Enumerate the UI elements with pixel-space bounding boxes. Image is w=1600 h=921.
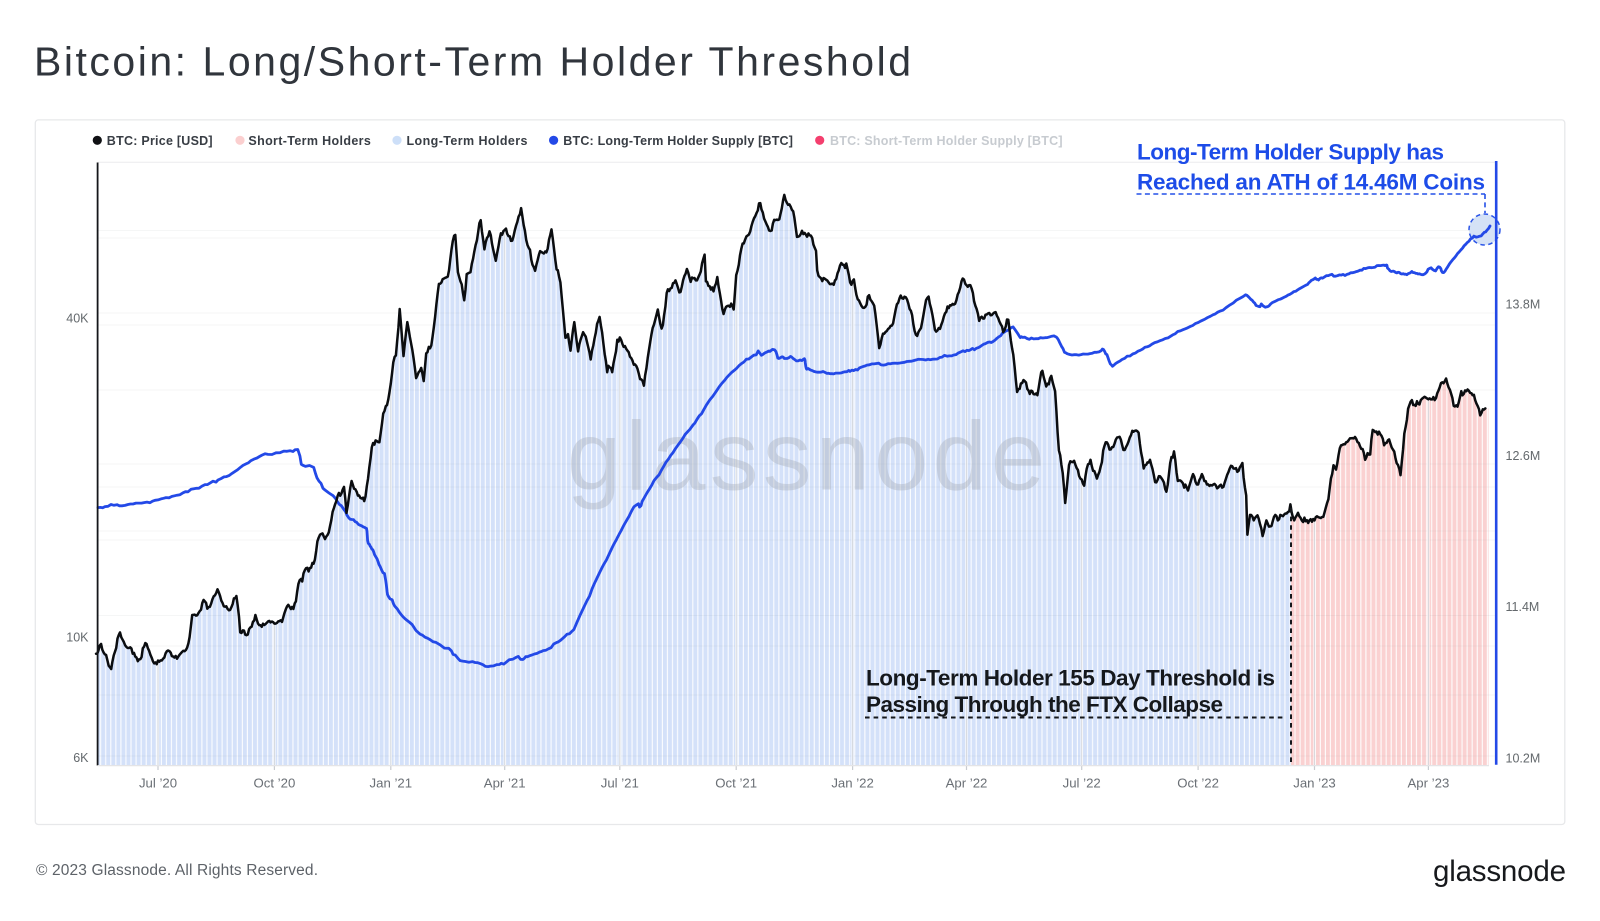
svg-text:© 2023 Glassnode. All Rights R: © 2023 Glassnode. All Rights Reserved. (36, 862, 318, 879)
svg-text:Jan ’23: Jan ’23 (1293, 776, 1336, 791)
svg-text:Reached an ATH of 14.46M Coins: Reached an ATH of 14.46M Coins (1137, 170, 1485, 195)
svg-text:Jan ’22: Jan ’22 (831, 776, 874, 791)
svg-text:Passing Through the FTX Collap: Passing Through the FTX Collapse (866, 692, 1223, 717)
svg-text:Jan ’21: Jan ’21 (370, 776, 413, 791)
svg-text:BTC: Long-Term Holder Supply [: BTC: Long-Term Holder Supply [BTC] (563, 134, 793, 148)
svg-text:10K: 10K (66, 631, 89, 645)
svg-text:Oct ’22: Oct ’22 (1177, 776, 1219, 791)
svg-text:Jul ’20: Jul ’20 (139, 776, 177, 791)
svg-text:Apr ’22: Apr ’22 (946, 776, 988, 791)
svg-text:Apr ’23: Apr ’23 (1408, 776, 1450, 791)
svg-text:6K: 6K (73, 751, 89, 765)
svg-text:Short-Term Holders: Short-Term Holders (248, 134, 370, 148)
svg-text:Apr ’21: Apr ’21 (484, 776, 526, 791)
svg-text:12.6M: 12.6M (1506, 449, 1541, 463)
svg-text:Oct ’21: Oct ’21 (715, 776, 757, 791)
svg-text:11.4M: 11.4M (1506, 600, 1540, 614)
svg-text:Bitcoin: Long/Short-Term Holde: Bitcoin: Long/Short-Term Holder Threshol… (34, 39, 911, 85)
svg-text:Oct ’20: Oct ’20 (254, 776, 296, 791)
svg-text:BTC: Price [USD]: BTC: Price [USD] (107, 134, 213, 148)
svg-text:Long-Term Holder 155 Day Thres: Long-Term Holder 155 Day Threshold is (866, 666, 1275, 691)
svg-text:glassnode: glassnode (567, 402, 1045, 511)
svg-text:Jul ’22: Jul ’22 (1063, 776, 1101, 791)
svg-text:Long-Term Holders: Long-Term Holders (407, 134, 528, 148)
svg-text:13.8M: 13.8M (1506, 298, 1541, 312)
svg-text:40K: 40K (66, 312, 89, 326)
svg-text:glassnode: glassnode (1433, 855, 1566, 888)
svg-text:Long-Term Holder Supply has: Long-Term Holder Supply has (1137, 140, 1444, 165)
svg-text:10.2M: 10.2M (1506, 751, 1541, 765)
svg-text:BTC: Short-Term Holder Supply: BTC: Short-Term Holder Supply [BTC] (830, 134, 1063, 148)
svg-text:Jul ’21: Jul ’21 (601, 776, 639, 791)
